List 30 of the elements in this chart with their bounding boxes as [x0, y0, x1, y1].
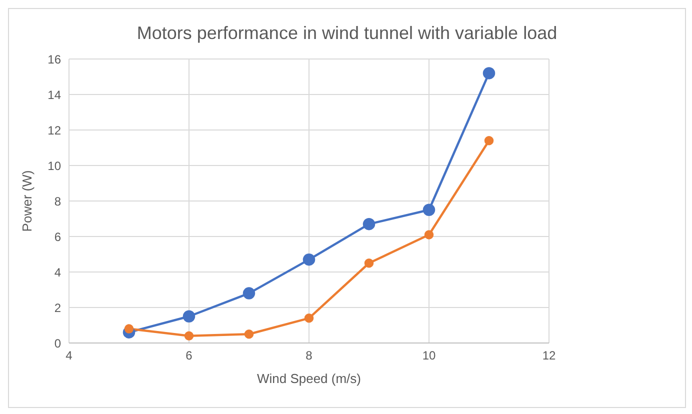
- point: [424, 230, 434, 240]
- x-tick-label: 12: [542, 348, 556, 363]
- point: [484, 136, 494, 146]
- y-tick-label: 12: [48, 123, 62, 138]
- point: [182, 310, 196, 322]
- chart-title: Motors performance in wind tunnel with variable load: [136, 22, 558, 45]
- y-axis-title: Power (W): [20, 170, 35, 232]
- x-tick-label: 8: [306, 348, 313, 363]
- y-tick-label: 16: [48, 52, 62, 66]
- point: [482, 67, 496, 80]
- y-tick-label: 4: [54, 265, 62, 280]
- point: [364, 258, 374, 268]
- point: [422, 204, 436, 216]
- x-tick-label: 4: [66, 348, 73, 363]
- x-axis-title: Wind Speed (m/s): [256, 371, 362, 386]
- x-tick-label: 6: [186, 348, 193, 363]
- y-tick-label: 10: [48, 158, 62, 173]
- point: [362, 218, 376, 230]
- y-tick-label: 8: [54, 194, 62, 208]
- point: [302, 253, 316, 266]
- y-tick-label: 0: [54, 336, 62, 350]
- y-tick-label: 2: [54, 300, 62, 315]
- x-tick-label: 10: [422, 348, 436, 363]
- y-tick-label: 14: [48, 88, 62, 102]
- point: [242, 287, 256, 300]
- point: [244, 330, 254, 339]
- point: [304, 314, 314, 323]
- point: [124, 324, 134, 334]
- y-tick-label: 6: [54, 230, 62, 244]
- point: [184, 331, 194, 341]
